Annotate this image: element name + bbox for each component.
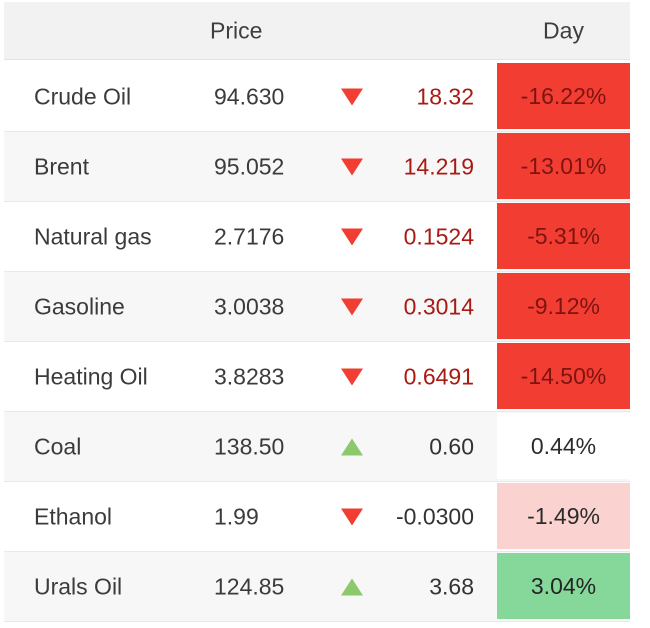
- commodity-row[interactable]: Heating Oil 3.8283 0.6491 -14.50%: [4, 342, 630, 412]
- change-value: 18.32: [416, 83, 474, 109]
- price-column-header: Price: [210, 17, 263, 43]
- price-value: 1.99: [214, 503, 259, 529]
- price-value: 2.7176: [214, 223, 285, 249]
- change-value: 0.60: [429, 433, 474, 459]
- change-value: 0.1524: [403, 223, 474, 249]
- day-change-badge: 3.04%: [497, 553, 630, 619]
- commodity-name: Crude Oil: [34, 83, 132, 109]
- day-change-badge: -14.50%: [497, 343, 630, 409]
- commodity-name: Urals Oil: [34, 573, 123, 599]
- commodity-name: Coal: [34, 433, 82, 459]
- down-triangle-icon: [340, 88, 363, 105]
- price-value: 95.052: [214, 153, 285, 179]
- commodity-row[interactable]: Brent 95.052 14.219 -13.01%: [4, 132, 630, 202]
- day-change-badge: -9.12%: [497, 273, 630, 339]
- commodity-row[interactable]: Crude Oil 94.630 18.32 -16.22%: [4, 62, 630, 132]
- up-triangle-icon: [340, 438, 363, 455]
- commodity-row[interactable]: Natural gas 2.7176 0.1524 -5.31%: [4, 202, 630, 272]
- day-change-badge: -1.49%: [497, 483, 630, 549]
- price-value: 124.85: [214, 573, 285, 599]
- commodity-name: Brent: [34, 153, 89, 179]
- price-value: 138.50: [214, 433, 285, 459]
- down-triangle-icon: [340, 158, 363, 175]
- down-triangle-icon: [340, 508, 363, 525]
- commodity-row[interactable]: Ethanol 1.99 -0.0300 -1.49%: [4, 482, 630, 552]
- commodity-name: Heating Oil: [34, 363, 148, 389]
- day-change-badge: -13.01%: [497, 133, 630, 199]
- change-value: 3.68: [429, 573, 474, 599]
- commodity-row[interactable]: Gasoline 3.0038 0.3014 -9.12%: [4, 272, 630, 342]
- price-value: 3.0038: [214, 293, 285, 319]
- commodity-name: Ethanol: [34, 503, 113, 529]
- commodity-price-table: Price Day Crude Oil 94.630 18.32 -16.22%…: [4, 2, 630, 622]
- down-triangle-icon: [340, 368, 363, 385]
- commodity-row[interactable]: Urals Oil 124.85 3.68 3.04%: [4, 552, 630, 622]
- day-column-header: Day: [543, 17, 584, 43]
- down-triangle-icon: [340, 298, 363, 315]
- commodity-name: Natural gas: [34, 223, 152, 249]
- table-body: Crude Oil 94.630 18.32 -16.22% Brent 95.…: [4, 62, 630, 622]
- change-value: -0.0300: [395, 503, 474, 529]
- down-triangle-icon: [340, 228, 363, 245]
- day-change-badge: -16.22%: [497, 63, 630, 129]
- day-change-badge: -5.31%: [497, 203, 630, 269]
- commodity-row[interactable]: Coal 138.50 0.60 0.44%: [4, 412, 630, 482]
- up-triangle-icon: [340, 578, 363, 595]
- change-value: 14.219: [403, 153, 474, 179]
- change-value: 0.6491: [403, 363, 474, 389]
- commodity-name: Gasoline: [34, 293, 125, 319]
- table-header: Price Day: [4, 2, 630, 60]
- day-change-badge: 0.44%: [497, 413, 630, 479]
- change-value: 0.3014: [403, 293, 474, 319]
- price-value: 94.630: [214, 83, 285, 109]
- price-value: 3.8283: [214, 363, 285, 389]
